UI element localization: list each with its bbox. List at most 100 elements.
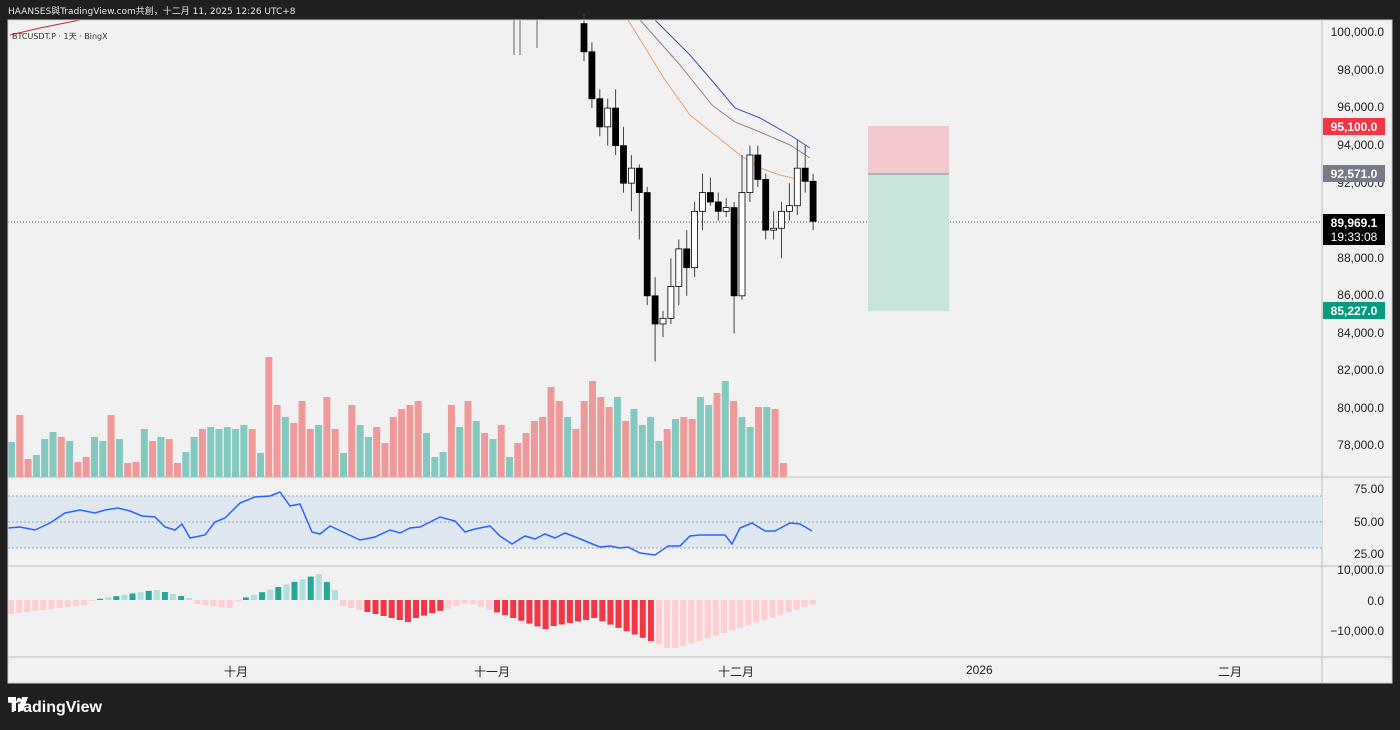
candle-body[interactable]	[786, 205, 793, 212]
macd-axis[interactable]: 10,000.0 0.0 −10,000.0	[1322, 563, 1392, 657]
candle-body[interactable]	[809, 180, 817, 222]
candle-body[interactable]	[628, 167, 635, 184]
candle-body[interactable]	[683, 248, 691, 269]
candle-body[interactable]	[801, 167, 809, 182]
candle-body[interactable]	[635, 167, 643, 193]
macd-histogram-bar	[129, 593, 136, 600]
candle-body[interactable]	[675, 248, 683, 287]
time-axis[interactable]: 十月 十一月 十二月 2026 二月	[8, 657, 1322, 683]
candle-body[interactable]	[793, 167, 801, 207]
candle-body[interactable]	[778, 210, 785, 229]
volume-bar	[16, 415, 24, 477]
volume-bar	[389, 417, 397, 477]
macd-histogram-bar	[615, 600, 622, 628]
macd-histogram-bar	[526, 600, 533, 624]
volume-bar	[373, 427, 381, 477]
symbol-label-text: BTCUSDT.P · 1天 · BingX	[12, 32, 108, 41]
rsi-axis[interactable]: 75.00 50.00 25.00	[1322, 477, 1392, 566]
tradingview-logo-icon	[8, 697, 28, 711]
volume-bar	[74, 462, 82, 477]
macd-histogram-bar	[656, 600, 662, 645]
volume-bar	[613, 397, 621, 477]
candle-body[interactable]	[746, 154, 754, 193]
axis-tick-label: 十二月	[718, 665, 755, 679]
volume-bar	[315, 425, 323, 477]
macd-histogram-bar	[413, 600, 419, 618]
macd-histogram-bar	[510, 600, 517, 618]
volume-bar	[82, 457, 90, 477]
macd-histogram-bar	[356, 600, 363, 610]
axis-tick-label: −10,000.0	[1330, 624, 1384, 638]
macd-histogram-bar	[502, 600, 509, 616]
volume-bar	[763, 407, 771, 477]
candle-body[interactable]	[612, 107, 619, 147]
volume-bar	[406, 405, 414, 477]
candle-body[interactable]	[714, 201, 722, 212]
macd-histogram-bar	[80, 600, 87, 605]
candle-body[interactable]	[762, 179, 770, 231]
candle-body[interactable]	[643, 192, 651, 297]
stop-loss-zone[interactable]	[868, 126, 949, 174]
candle-body[interactable]	[620, 145, 627, 184]
volume-bar	[530, 421, 538, 477]
macd-histogram-bar	[153, 590, 160, 600]
macd-histogram-bar	[396, 600, 403, 620]
candle-body[interactable]	[651, 295, 659, 325]
volume-bar	[746, 427, 754, 477]
volume-bar	[713, 393, 721, 477]
macd-histogram-bar	[518, 600, 525, 621]
axis-tick-label: 86,000.0	[1337, 288, 1384, 302]
macd-histogram-bar	[170, 594, 176, 600]
symbol-label[interactable]: BTCUSDT.P · 1天 · BingX	[12, 26, 108, 44]
candle-body[interactable]	[707, 192, 714, 203]
volume-bar	[190, 437, 198, 477]
macd-histogram-bar	[299, 579, 306, 600]
rsi-line	[7, 491, 813, 556]
macd-histogram-bar	[259, 592, 266, 600]
volume-bar	[364, 437, 372, 477]
candle-body[interactable]	[770, 227, 777, 231]
macd-histogram-bar	[307, 576, 314, 600]
macd-histogram-bar	[161, 592, 168, 600]
volume-bar	[157, 437, 165, 477]
macd-histogram-bar	[404, 600, 411, 622]
axis-tick-label: 10,000.0	[1337, 563, 1384, 577]
macd-histogram-bar	[340, 600, 347, 606]
macd-histogram-bar	[623, 600, 630, 632]
candle-body[interactable]	[738, 192, 746, 297]
axis-tick-label: 十一月	[474, 665, 511, 679]
candle-body[interactable]	[754, 154, 762, 180]
candle-body[interactable]	[596, 98, 604, 128]
volume-bar	[572, 429, 580, 477]
macd-histogram-bar	[178, 596, 185, 600]
candle-body[interactable]	[588, 51, 596, 100]
candle-body[interactable]	[580, 23, 588, 53]
volume-bar	[381, 443, 389, 477]
volume-bar	[140, 429, 148, 477]
candle-body[interactable]	[730, 207, 738, 297]
take-profit-zone[interactable]	[868, 174, 949, 311]
volume-bar	[290, 423, 298, 477]
macd-histogram-bar	[777, 600, 784, 615]
macd-histogram-bar	[785, 600, 792, 613]
volume-bar	[323, 397, 331, 477]
price-axis[interactable]: 100,000.0 98,000.0 96,000.0 94,000.0 92,000.…	[1322, 20, 1392, 477]
axis-tick-label: 十月	[224, 665, 249, 679]
candle-body[interactable]	[659, 317, 667, 325]
ema-mid-line	[639, 19, 811, 159]
chart-frame[interactable]	[8, 20, 1392, 683]
macd-histogram-bar	[591, 600, 598, 618]
macd-histogram-bar	[583, 600, 590, 620]
candle-body[interactable]	[667, 286, 675, 319]
macd-histogram-bar	[72, 600, 79, 606]
volume-bar	[647, 417, 655, 477]
macd-histogram-group	[8, 574, 816, 648]
macd-histogram-bar	[40, 600, 47, 610]
footer-brand[interactable]: TradingView	[8, 697, 102, 719]
candle-body[interactable]	[691, 210, 698, 269]
volume-bar	[506, 457, 513, 477]
candle-body[interactable]	[699, 192, 706, 212]
candle-body[interactable]	[604, 107, 612, 128]
candle-body[interactable]	[722, 207, 730, 212]
